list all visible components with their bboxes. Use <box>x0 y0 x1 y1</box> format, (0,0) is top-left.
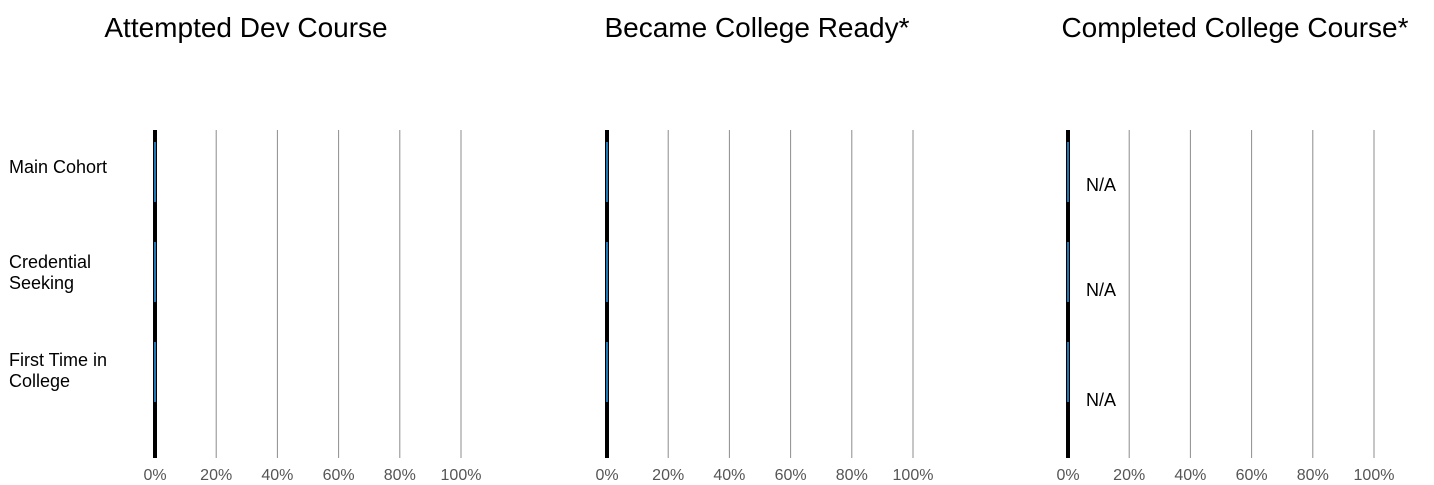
bar-panel-1-row-0 <box>606 142 608 202</box>
row-label-1-line-1: Seeking <box>9 273 74 293</box>
bar-panel-0-row-2 <box>154 342 156 402</box>
tick-label-panel-1-tick-5: 100% <box>893 467 934 484</box>
tick-label-panel-2-tick-2: 40% <box>1174 467 1206 484</box>
tick-label-panel-0-tick-3: 60% <box>323 467 355 484</box>
value-label-panel-2-row-2: N/A <box>1086 390 1116 410</box>
bar-panel-1-row-2 <box>606 342 608 402</box>
row-label-2-line-1: College <box>9 371 70 391</box>
tick-label-panel-0-tick-4: 80% <box>384 467 416 484</box>
tick-label-panel-2-tick-1: 20% <box>1113 467 1145 484</box>
row-label-1-line-0: Credential <box>9 252 91 272</box>
panel-title-1: Became College Ready* <box>604 12 909 43</box>
panel-title-0: Attempted Dev Course <box>104 12 387 43</box>
bar-panel-0-row-1 <box>154 242 156 302</box>
tick-label-panel-1-tick-1: 20% <box>652 467 684 484</box>
tick-label-panel-1-tick-0: 0% <box>595 467 618 484</box>
tick-label-panel-2-tick-0: 0% <box>1056 467 1079 484</box>
panel-title-2: Completed College Course* <box>1061 12 1408 43</box>
tick-label-panel-1-tick-4: 80% <box>836 467 868 484</box>
tick-label-panel-1-tick-3: 60% <box>775 467 807 484</box>
bar-panel-0-row-0 <box>154 142 156 202</box>
tick-label-panel-1-tick-2: 40% <box>713 467 745 484</box>
row-label-0-line-0: Main Cohort <box>9 157 107 177</box>
row-label-2-line-0: First Time in <box>9 350 107 370</box>
tick-label-panel-2-tick-4: 80% <box>1297 467 1329 484</box>
tick-label-panel-2-tick-5: 100% <box>1354 467 1395 484</box>
bar-panel-1-row-1 <box>606 242 608 302</box>
bar-panel-2-row-1 <box>1067 242 1069 302</box>
tick-label-panel-0-tick-5: 100% <box>441 467 482 484</box>
bar-panel-2-row-0 <box>1067 142 1069 202</box>
tick-label-panel-0-tick-0: 0% <box>143 467 166 484</box>
value-label-panel-2-row-0: N/A <box>1086 175 1116 195</box>
tick-label-panel-2-tick-3: 60% <box>1236 467 1268 484</box>
tick-label-panel-0-tick-1: 20% <box>200 467 232 484</box>
value-label-panel-2-row-1: N/A <box>1086 280 1116 300</box>
bar-panel-2-row-2 <box>1067 342 1069 402</box>
tick-label-panel-0-tick-2: 40% <box>261 467 293 484</box>
